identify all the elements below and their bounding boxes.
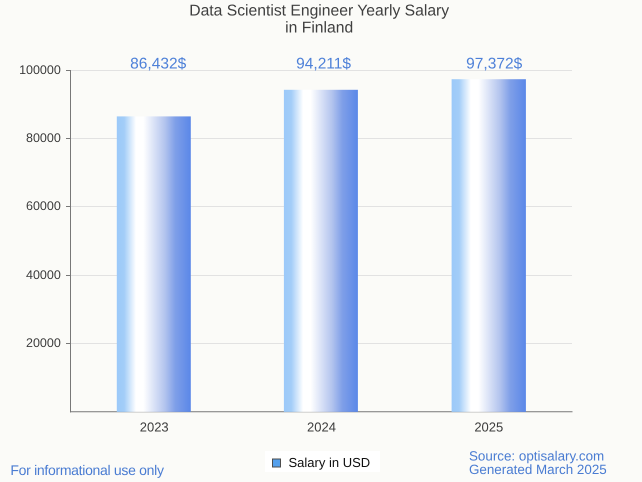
svg-text:20000: 20000 bbox=[26, 336, 61, 350]
svg-text:100000: 100000 bbox=[19, 63, 61, 77]
svg-text:2023: 2023 bbox=[140, 419, 169, 434]
svg-text:60000: 60000 bbox=[26, 199, 61, 213]
svg-text:94,211$: 94,211$ bbox=[296, 56, 351, 73]
svg-text:Data Scientist Engineer Yearly: Data Scientist Engineer Yearly Salary bbox=[189, 3, 449, 20]
svg-text:2024: 2024 bbox=[307, 419, 336, 434]
svg-text:80000: 80000 bbox=[26, 131, 61, 145]
svg-text:Salary in USD: Salary in USD bbox=[289, 455, 371, 470]
svg-text:For informational use only: For informational use only bbox=[10, 462, 164, 478]
svg-text:86,432$: 86,432$ bbox=[130, 56, 186, 73]
svg-text:97,372$: 97,372$ bbox=[466, 56, 522, 73]
svg-text:in Finland: in Finland bbox=[285, 19, 353, 36]
svg-text:40000: 40000 bbox=[26, 268, 61, 282]
svg-text:Generated March 2025: Generated March 2025 bbox=[469, 462, 607, 477]
svg-text:2025: 2025 bbox=[474, 419, 503, 434]
svg-text:Source: optisalary.com: Source: optisalary.com bbox=[469, 448, 604, 463]
